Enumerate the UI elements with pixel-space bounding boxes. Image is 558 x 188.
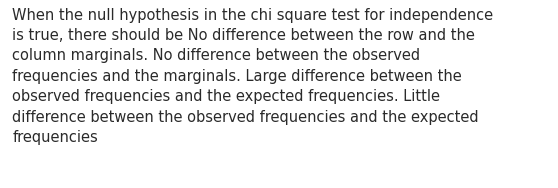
Text: When the null hypothesis in the chi square test for independence
is true, there : When the null hypothesis in the chi squa…: [12, 8, 493, 145]
